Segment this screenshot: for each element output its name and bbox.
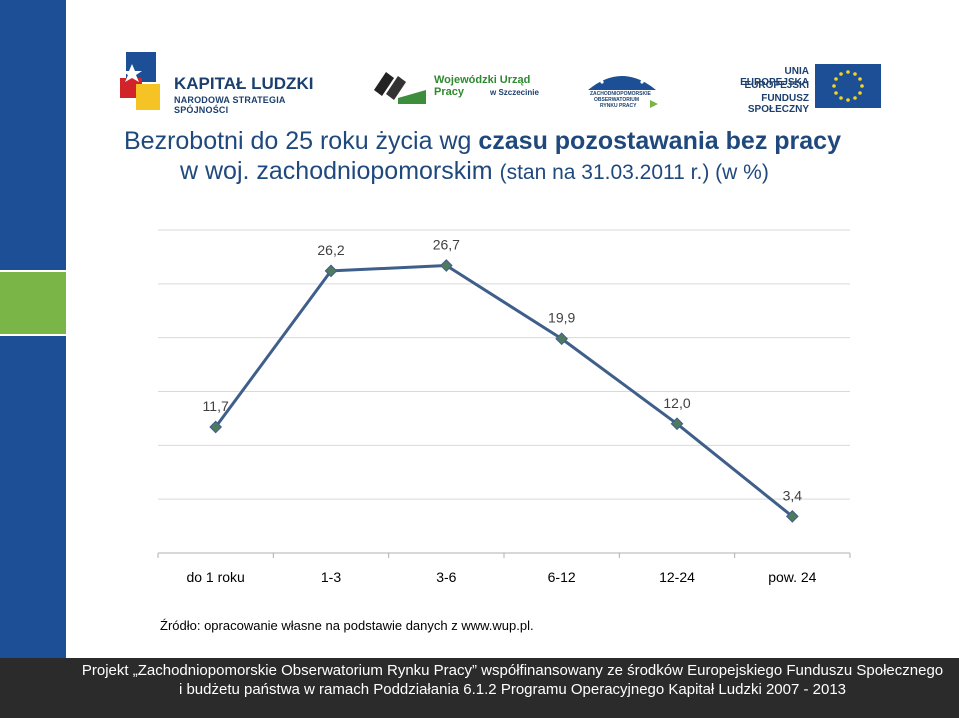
title-line-2: w woj. zachodniopomorskim (stan na 31.03… [124, 156, 924, 188]
footer-bar: Projekt „Zachodniopomorskie Obserwatoriu… [66, 658, 959, 718]
sidebar-green-block [0, 272, 66, 334]
title-line-1: Bezrobotni do 25 roku życia wg czasu poz… [124, 126, 924, 156]
ue-line3: FUNDUSZ SPOŁECZNY [747, 93, 809, 115]
kapital-ludzki-logo: KAPITAŁ LUDZKI NARODOWA STRATEGIA SPÓJNO… [112, 50, 332, 116]
ue-line1: UNIA EUROPEJSKA [740, 66, 809, 88]
chart-title: Bezrobotni do 25 roku życia wg czasu poz… [124, 126, 924, 188]
ue-line2: EUROPEJSKI [744, 80, 809, 91]
data-label: 26,2 [317, 242, 344, 258]
data-point [324, 264, 338, 278]
obserwatorium-line3: RYNKU PRACY [600, 103, 637, 109]
eu-flag-icon [815, 64, 881, 108]
x-tick-label: 3-6 [436, 569, 456, 585]
data-point [670, 417, 684, 431]
kapital-ludzki-subtitle: NARODOWA STRATEGIA SPÓJNOŚCI [174, 95, 286, 115]
title-part2: w woj. zachodniopomorskim [180, 157, 500, 185]
wup-title: Wojewódzki Urząd Pracy [434, 74, 531, 98]
sidebar-blue-block-bottom [0, 336, 66, 658]
sidebar-footer-block [0, 658, 66, 718]
obserwatorium-line1: ZACHODNIOPOMORSKIE [590, 91, 651, 97]
obserwatorium-logo: ZACHODNIOPOMORSKIE OBSERWATORIUM RYNKU P… [584, 60, 674, 114]
chart-series: 11,7 26,2 26,7 19,9 12,0 3,4 [203, 237, 803, 523]
obserwatorium-line2: OBSERWATORIUM [594, 97, 640, 103]
source-note: Źródło: opracowanie własne na podstawie … [160, 618, 534, 633]
sidebar-blue-block-top [0, 0, 66, 270]
data-point [555, 332, 569, 346]
data-label: 11,7 [203, 398, 229, 414]
chart-gridlines [157, 229, 851, 558]
footer-line-2: i budżetu państwa w ramach Poddziałania … [178, 681, 847, 698]
wup-emblem-icon [374, 72, 426, 104]
x-tick-label: pow. 24 [768, 569, 816, 585]
footer-line-1: Projekt „Zachodniopomorskie Obserwatoriu… [81, 662, 944, 679]
wup-szczecin-logo: Wojewódzki Urząd Pracy w Szczecinie [372, 68, 552, 108]
title-part2-small: (stan na 31.03.2011 r.) (w %) [499, 161, 769, 184]
kapital-ludzki-title: KAPITAŁ LUDZKI [174, 74, 314, 93]
data-label: 19,9 [548, 310, 575, 326]
kapital-ludzki-emblem-icon [120, 52, 160, 110]
x-tick-label: 12-24 [659, 569, 695, 585]
data-label: 12,0 [663, 395, 690, 411]
data-point [209, 420, 223, 434]
x-tick-label: do 1 roku [186, 569, 244, 585]
left-sidebar-decoration [0, 0, 66, 718]
ue-efs-logo: UNIA EUROPEJSKA EUROPEJSKI FUNDUSZ SPOŁE… [715, 64, 885, 115]
title-part1: Bezrobotni do 25 roku życia wg [124, 127, 479, 155]
title-part1-bold: czasu pozostawania bez pracy [478, 127, 841, 155]
x-tick-label: 6-12 [548, 569, 576, 585]
wup-subtitle: w Szczecinie [490, 88, 539, 97]
data-label: 26,7 [433, 237, 460, 253]
obserwatorium-emblem-icon [588, 71, 658, 108]
data-point [439, 259, 453, 272]
series-line [214, 264, 794, 518]
data-point [785, 510, 799, 523]
chart-x-labels: do 1 roku 1-3 3-6 6-12 12-24 pow. 24 [186, 569, 816, 585]
x-tick-label: 1-3 [321, 569, 341, 585]
data-label: 3,4 [783, 487, 803, 503]
